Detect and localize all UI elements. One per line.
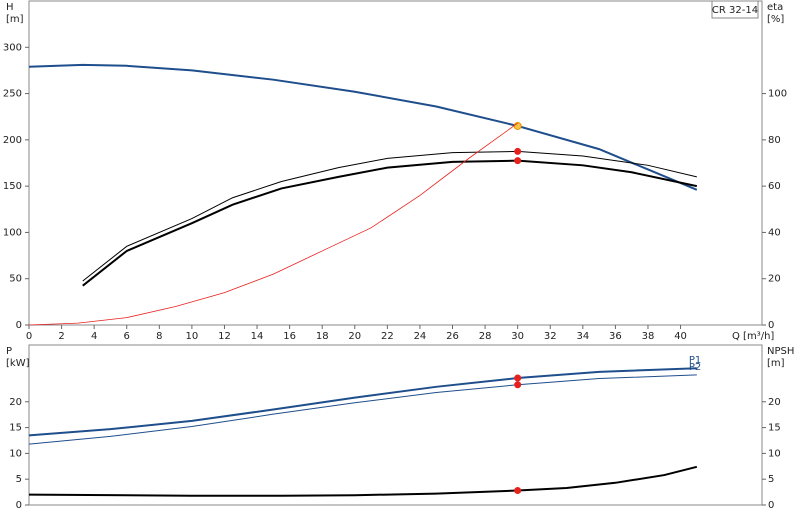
x-tick-label: 12	[218, 331, 231, 342]
y2-tick-label: 40	[768, 227, 781, 238]
x-tick-label: 22	[381, 331, 394, 342]
series-label: P2	[689, 362, 701, 373]
y2-tick-label: 0	[768, 500, 774, 511]
x-tick-label: 36	[609, 331, 622, 342]
duty-point	[514, 487, 522, 495]
x-tick-label: 32	[544, 331, 557, 342]
y-axis-label: [m]	[6, 14, 24, 25]
x-tick-label: 0	[26, 331, 32, 342]
y-tick-label: 5	[16, 474, 22, 485]
y-tick-label: 20	[9, 397, 22, 408]
curve	[82, 150, 697, 282]
duty-point	[514, 381, 522, 389]
y-axis-label: H	[6, 2, 14, 13]
legend-box	[711, 0, 759, 19]
duty-point	[514, 374, 522, 382]
y-tick-label: 10	[9, 448, 22, 459]
plot-frame	[28, 344, 763, 506]
y-tick-label: 50	[9, 274, 22, 285]
duty-point	[514, 147, 522, 155]
series-label: P1	[689, 355, 701, 366]
y-tick-label: 250	[3, 89, 22, 100]
x-tick-label: 34	[576, 331, 589, 342]
y2-tick-label: 5	[768, 474, 774, 485]
y2-tick-label: 20	[768, 397, 781, 408]
y-tick-label: 100	[3, 227, 22, 238]
y-tick-label: 200	[3, 135, 22, 146]
y-tick-label: 300	[3, 42, 22, 53]
y-axis-label: P	[6, 346, 12, 357]
x-tick-label: 24	[414, 331, 427, 342]
x-tick-label: 30	[511, 331, 524, 342]
x-axis-label: Q [m³/h]	[732, 331, 774, 342]
x-tick-label: 14	[251, 331, 264, 342]
x-tick-label: 8	[156, 331, 162, 342]
y2-tick-label: 100	[768, 89, 787, 100]
legend-title: CR 32-14	[712, 5, 758, 16]
y-tick-label: 15	[9, 423, 22, 434]
y2-tick-label: 80	[768, 135, 781, 146]
plot-frame	[28, 0, 763, 326]
x-tick-label: 38	[642, 331, 655, 342]
curve	[82, 159, 698, 287]
y-axis-label: [kW]	[6, 358, 30, 369]
x-tick-label: 20	[348, 331, 361, 342]
x-tick-label: 40	[674, 331, 687, 342]
y2-tick-label: 20	[768, 274, 781, 285]
curve	[28, 63, 698, 191]
y2-axis-label: [%]	[767, 14, 784, 25]
x-tick-label: 28	[479, 331, 492, 342]
curve	[28, 367, 697, 437]
curve	[28, 122, 518, 326]
y2-tick-label: 0	[768, 320, 774, 331]
y2-axis-label: eta	[767, 2, 783, 13]
y2-axis-label: [m]	[767, 358, 785, 369]
x-tick-label: 16	[283, 331, 296, 342]
x-tick-label: 4	[91, 331, 97, 342]
curve	[28, 374, 697, 445]
y2-tick-label: 60	[768, 181, 781, 192]
y2-axis-label: NPSH	[767, 346, 794, 357]
x-tick-label: 10	[186, 331, 199, 342]
x-tick-label: 2	[58, 331, 64, 342]
curve	[28, 465, 698, 497]
x-tick-label: 6	[124, 331, 130, 342]
x-tick-label: 18	[316, 331, 329, 342]
y2-tick-label: 15	[768, 423, 781, 434]
y-tick-label: 150	[3, 181, 22, 192]
y-tick-label: 0	[16, 320, 22, 331]
duty-point	[514, 157, 522, 165]
y-tick-label: 0	[16, 500, 22, 511]
y2-tick-label: 10	[768, 448, 781, 459]
x-tick-label: 26	[446, 331, 459, 342]
